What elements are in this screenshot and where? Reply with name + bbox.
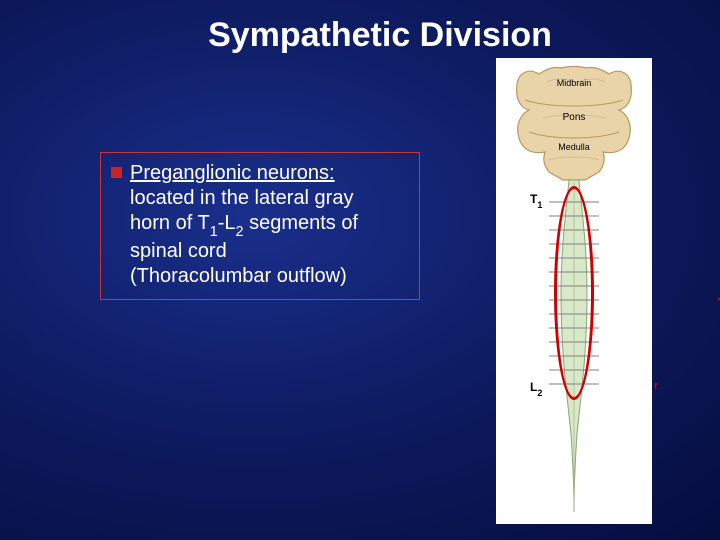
body-line-2-pre: horn of [130,212,197,234]
highlight-ellipse [554,186,594,400]
square-bullet-icon [111,167,122,178]
seg-to-base: L [224,212,235,234]
t1-label: T1 [530,192,542,208]
l2-label: L2 [530,380,542,396]
seg-from-base: T [197,212,209,234]
body-line-4: (Thoracolumbar outflow) [130,265,347,287]
seg-from-sub: 1 [210,224,218,240]
partial-red-label: r [654,380,660,392]
midbrain-label: Midbrain [557,78,592,88]
bullet-text: Preganglionic neurons: located in the la… [130,161,358,289]
body-line-2-post: segments of [244,212,359,234]
pons-label: Pons [563,112,586,123]
l2-sub: 2 [537,388,542,398]
t1-sub: 1 [537,200,542,210]
body-line-1: located in the lateral gray [130,187,353,209]
medulla-label: Medulla [558,142,590,152]
slide-title: Sympathetic Division [0,16,720,55]
seg-to-sub: 2 [236,224,244,240]
heading-underlined: Preganglionic neurons: [130,162,335,184]
bullet-item: Preganglionic neurons: located in the la… [111,161,409,289]
body-line-3: spinal cord [130,240,227,262]
content-text-box: Preganglionic neurons: located in the la… [100,152,420,300]
anatomy-diagram: Midbrain Pons Medulla T1 [496,58,652,524]
